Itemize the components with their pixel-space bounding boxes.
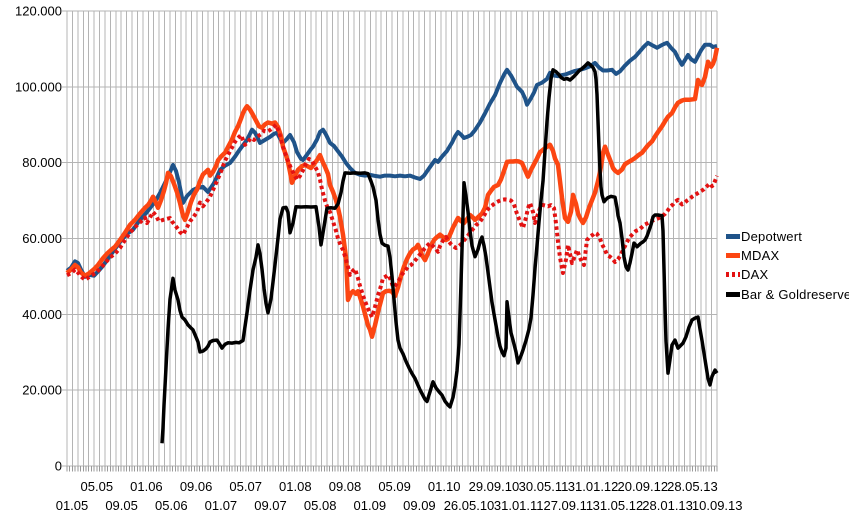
- legend-label: Bar & Goldreserve: [741, 286, 849, 302]
- legend-swatch-depotwert: [726, 234, 740, 240]
- y-axis-label: 100.000: [15, 79, 62, 94]
- x-axis-label: 09.05: [105, 498, 138, 513]
- x-axis-label: 05.05: [81, 479, 114, 494]
- x-axis-label: 10.09.13: [692, 498, 743, 513]
- x-axis-label: 01.08: [279, 479, 312, 494]
- x-axis-label: 09.09: [403, 498, 436, 513]
- y-axis-label: 60.000: [22, 231, 62, 246]
- x-axis-label: 01.09: [354, 498, 387, 513]
- x-axis-label: 01.10: [428, 479, 461, 494]
- legend-item-mdax: MDAX: [726, 246, 849, 265]
- legend-label: Depotwert: [741, 229, 803, 245]
- y-axis-label: 120.000: [15, 4, 62, 19]
- legend-swatch-mdax: [726, 253, 740, 259]
- series-line-depotwert: [65, 40, 718, 279]
- x-axis-label: 01.07: [205, 498, 238, 513]
- x-axis-label: 31.01.11: [494, 498, 544, 513]
- series-line-bar-goldreserve: [160, 61, 719, 444]
- x-axis-label: 05.09: [378, 479, 411, 494]
- horizontal-gridlines: [62, 10, 717, 467]
- legend-item-depotwert: Depotwert: [726, 227, 849, 246]
- x-axis-label: 31.05.12: [593, 498, 644, 513]
- x-axis-label: 30.05.11: [519, 479, 569, 494]
- x-axis-label: 20.09.12: [617, 479, 668, 494]
- legend-item-dax: DAX: [726, 265, 849, 284]
- x-axis-label: 27.09.11: [543, 498, 593, 513]
- y-axis-label: 40.000: [22, 307, 62, 322]
- y-axis-label: 20.000: [22, 383, 62, 398]
- x-axis-label: 05.07: [229, 479, 262, 494]
- x-axis-label: 01.06: [130, 479, 163, 494]
- x-axis-label: 09.06: [180, 479, 213, 494]
- x-axis-label: 28.05.13: [667, 479, 718, 494]
- legend-item-bar-goldreserve: Bar & Goldreserve: [726, 285, 849, 304]
- y-axis-label: 0: [55, 459, 62, 474]
- legend-label: MDAX: [741, 248, 780, 264]
- x-axis-label: 28.01.13: [642, 498, 693, 513]
- x-axis-label: 01.05: [56, 498, 89, 513]
- x-axis-label: 26.05.10: [444, 498, 495, 513]
- x-axis-tick-marks: [66, 466, 718, 472]
- x-axis-label: 09.08: [329, 479, 362, 494]
- x-axis-label: 05.06: [155, 498, 188, 513]
- legend-label: DAX: [741, 267, 769, 283]
- x-axis-label: 31.01.12: [568, 479, 619, 494]
- series-line-mdax: [65, 47, 720, 339]
- legend-swatch-bar-goldreserve: [726, 291, 740, 297]
- chart-legend: Depotwert MDAX DAX Bar & Goldreserve: [726, 227, 849, 304]
- legend-swatch-dax: [726, 272, 740, 278]
- series-line-dax: [66, 122, 719, 319]
- x-axis-label: 09.07: [254, 498, 287, 513]
- y-axis-label: 80.000: [22, 155, 62, 170]
- x-axis-label: 05.08: [304, 498, 337, 513]
- x-axis-label: 29.09.10: [469, 479, 520, 494]
